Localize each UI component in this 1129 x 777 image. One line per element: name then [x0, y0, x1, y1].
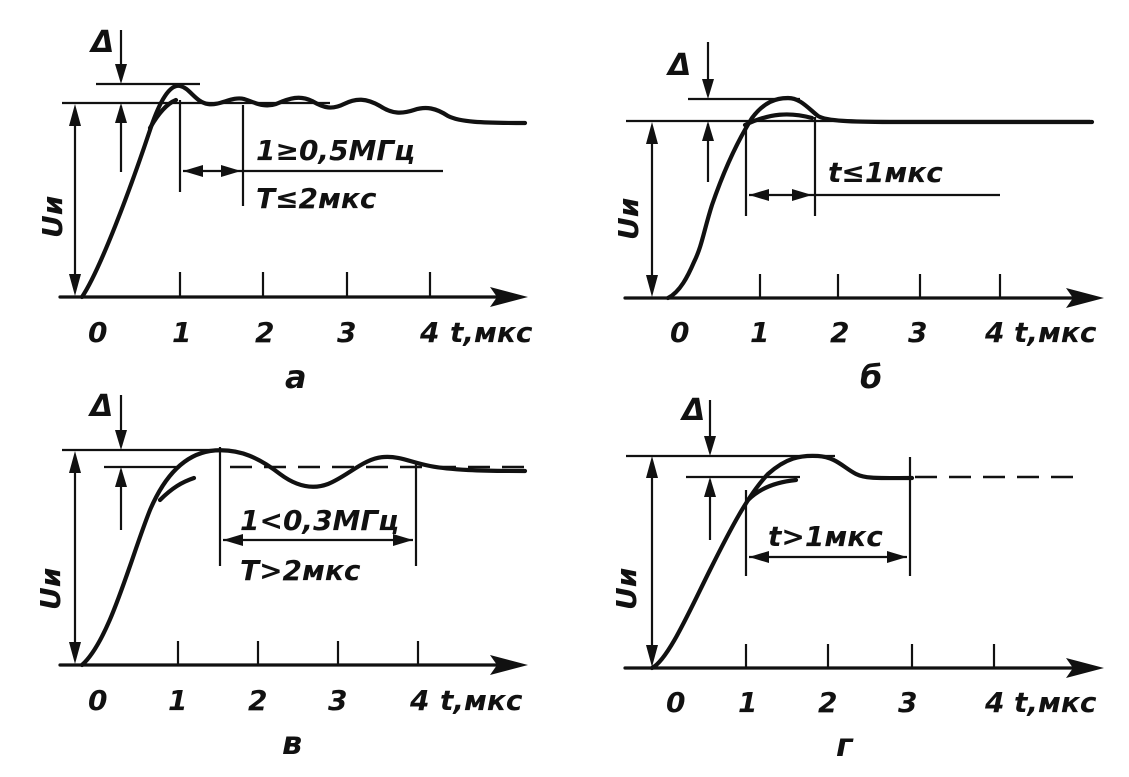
time-ticks	[758, 274, 1002, 298]
x-axis-unit: t,мкс	[1014, 686, 1097, 719]
x-tick-2: 2	[818, 686, 837, 719]
panel-caption: б	[860, 358, 882, 396]
x-tick-3: 3	[898, 686, 917, 719]
x-tick-1: 1	[168, 684, 187, 717]
x-tick-0: 0	[88, 316, 107, 349]
x-tick-1: 1	[172, 316, 191, 349]
panel-caption: а	[285, 358, 307, 396]
time-axis-arrowhead	[1066, 658, 1104, 678]
annotation-frequency: 1≥0,5МГц	[256, 134, 415, 167]
x-tick-0: 0	[670, 316, 689, 349]
amplitude-label: Uи	[612, 198, 645, 240]
delta-arrow-down	[115, 64, 127, 84]
time-axis-arrowhead	[1066, 288, 1104, 308]
panel-v: 0 1 2 3 4 t,мкс Uи Δ 1<0,3МГц T>2мкс в	[34, 389, 528, 762]
time-axis-arrowhead	[490, 655, 528, 675]
response-curve	[649, 453, 915, 671]
panel-b: 0 1 2 3 4 t,мкс Uи Δ t≤1мкс б	[612, 42, 1104, 396]
x-tick-4: 4	[984, 316, 1004, 349]
panel-caption: в	[282, 724, 302, 762]
annotation-duration: t≤1мкс	[828, 156, 943, 189]
delta-arrow-up	[115, 103, 127, 123]
annotation-frequency: 1<0,3МГц	[240, 504, 399, 537]
x-tick-3: 3	[328, 684, 347, 717]
delta-label: Δ	[88, 389, 113, 424]
delta-arrow-down	[704, 436, 716, 456]
delta-arrow-up	[704, 477, 716, 497]
x-tick-2: 2	[255, 316, 274, 349]
panel-a: 0 1 2 3 4 t,мкс Uи Δ 1≥0,5МГц T≤2мкс а	[36, 25, 533, 396]
annotation-period: T≤2мкс	[256, 182, 377, 215]
x-axis-unit: t,мкс	[440, 684, 523, 717]
time-ticks	[178, 272, 432, 297]
panel-g: 0 1 2 3 4 t,мкс Uи Δ t>1мкс г	[610, 393, 1104, 764]
x-tick-2: 2	[248, 684, 267, 717]
response-curve	[79, 448, 528, 668]
x-tick-4: 4	[419, 316, 439, 349]
delta-arrow-up	[115, 467, 127, 487]
time-axis-arrowhead	[490, 287, 528, 307]
delta-label: Δ	[89, 25, 114, 60]
amplitude-label: Uи	[610, 568, 643, 610]
response-curve	[665, 95, 1095, 301]
annotation-duration: t>1мкс	[768, 520, 883, 553]
x-tick-2: 2	[830, 316, 849, 349]
delta-label: Δ	[680, 393, 705, 428]
x-tick-0: 0	[666, 686, 685, 719]
x-axis-unit: t,мкс	[1014, 316, 1097, 349]
time-ticks	[744, 644, 996, 668]
x-tick-1: 1	[750, 316, 769, 349]
response-curve	[79, 83, 528, 300]
x-tick-3: 3	[908, 316, 927, 349]
time-ticks	[176, 641, 420, 665]
delta-arrow-down	[115, 430, 127, 450]
panel-caption: г	[836, 726, 854, 764]
delta-label: Δ	[666, 48, 691, 83]
x-tick-4: 4	[409, 684, 429, 717]
amplitude-label: Uи	[34, 568, 67, 610]
x-tick-3: 3	[337, 316, 356, 349]
x-axis-unit: t,мкс	[450, 316, 533, 349]
delta-arrow-up	[702, 121, 714, 141]
x-tick-4: 4	[984, 686, 1004, 719]
x-tick-0: 0	[88, 684, 107, 717]
amplitude-label: Uи	[36, 196, 69, 238]
delta-arrow-down	[702, 79, 714, 99]
x-tick-1: 1	[738, 686, 757, 719]
annotation-period: T>2мкс	[240, 554, 361, 587]
